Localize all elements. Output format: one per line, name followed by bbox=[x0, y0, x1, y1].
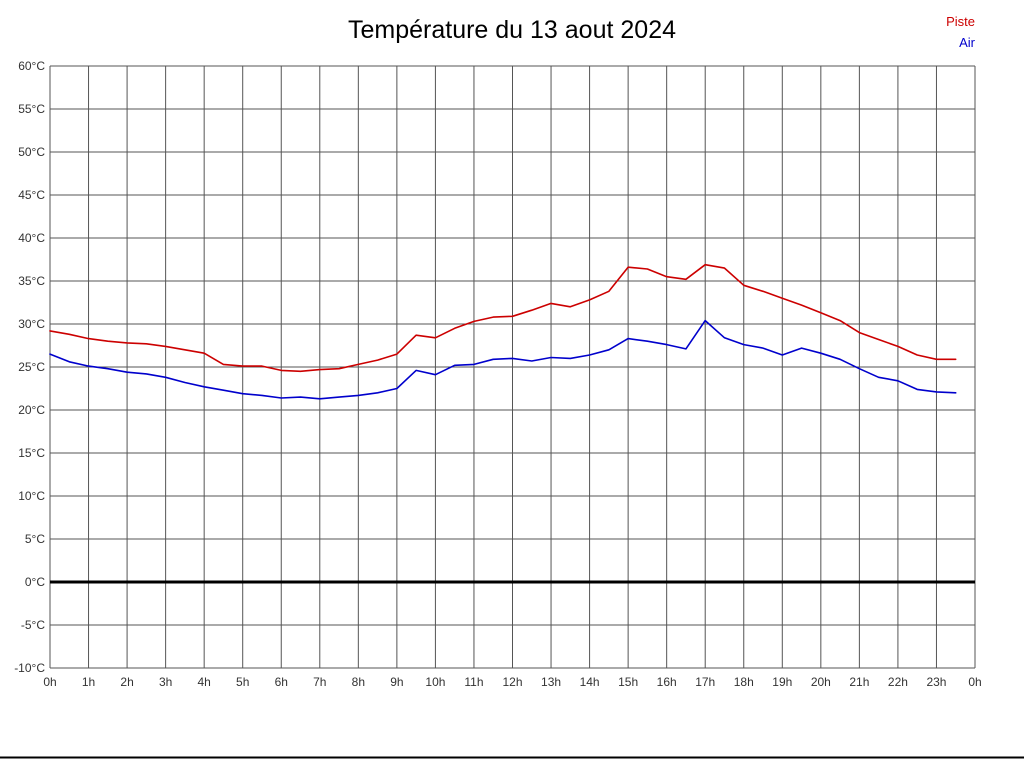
x-axis-tick-label: 20h bbox=[811, 675, 831, 689]
y-axis-tick-label: 35°C bbox=[18, 274, 45, 288]
y-axis-tick-label: 20°C bbox=[18, 403, 45, 417]
legend-item-air: Air bbox=[959, 35, 975, 50]
x-axis-tick-label: 8h bbox=[352, 675, 365, 689]
piste-line bbox=[49, 263, 957, 373]
x-axis-tick-label: 2h bbox=[120, 675, 133, 689]
x-axis-tick-label: 13h bbox=[541, 675, 561, 689]
legend-item-piste: Piste bbox=[946, 14, 975, 29]
y-axis-tick-label: 40°C bbox=[18, 231, 45, 245]
y-axis-tick-label: 5°C bbox=[25, 532, 45, 546]
x-axis-tick-label: 14h bbox=[580, 675, 600, 689]
x-axis-tick-label: 17h bbox=[695, 675, 715, 689]
y-axis-tick-label: 25°C bbox=[18, 360, 45, 374]
x-axis-tick-label: 7h bbox=[313, 675, 326, 689]
x-axis-tick-label: 22h bbox=[888, 675, 908, 689]
air-line bbox=[49, 319, 957, 400]
x-axis-tick-label: 21h bbox=[849, 675, 869, 689]
x-axis-tick-label: 19h bbox=[772, 675, 792, 689]
x-axis-tick-label: 11h bbox=[464, 675, 483, 689]
chart-legend: Piste Air bbox=[946, 11, 975, 53]
x-axis-tick-label: 0h bbox=[968, 675, 981, 689]
x-axis-tick-label: 15h bbox=[618, 675, 638, 689]
y-axis-tick-label: 15°C bbox=[18, 446, 45, 460]
x-axis-tick-label: 6h bbox=[275, 675, 288, 689]
y-axis-tick-label: 0°C bbox=[25, 575, 45, 589]
x-axis-tick-label: 3h bbox=[159, 675, 172, 689]
x-axis-tick-label: 16h bbox=[657, 675, 677, 689]
x-axis-tick-label: 5h bbox=[236, 675, 249, 689]
y-axis-tick-label: 45°C bbox=[18, 188, 45, 202]
y-axis-tick-label: -10°C bbox=[14, 661, 45, 675]
x-axis-tick-label: 1h bbox=[82, 675, 95, 689]
x-axis-tick-label: 12h bbox=[502, 675, 522, 689]
x-axis-tick-label: 23h bbox=[926, 675, 946, 689]
y-axis-tick-label: 60°C bbox=[18, 59, 45, 73]
x-axis-tick-label: 4h bbox=[197, 675, 210, 689]
y-axis-tick-label: -5°C bbox=[21, 618, 45, 632]
x-axis-tick-label: 9h bbox=[390, 675, 403, 689]
x-axis-tick-label: 18h bbox=[734, 675, 754, 689]
x-axis-tick-label: 10h bbox=[425, 675, 445, 689]
y-axis-tick-label: 30°C bbox=[18, 317, 45, 331]
chart-title: Température du 13 aout 2024 bbox=[347, 16, 676, 44]
y-axis-tick-label: 55°C bbox=[18, 102, 45, 116]
y-axis-tick-label: 10°C bbox=[18, 489, 45, 503]
x-axis-tick-label: 0h bbox=[43, 675, 56, 689]
y-axis-tick-label: 50°C bbox=[18, 145, 45, 159]
